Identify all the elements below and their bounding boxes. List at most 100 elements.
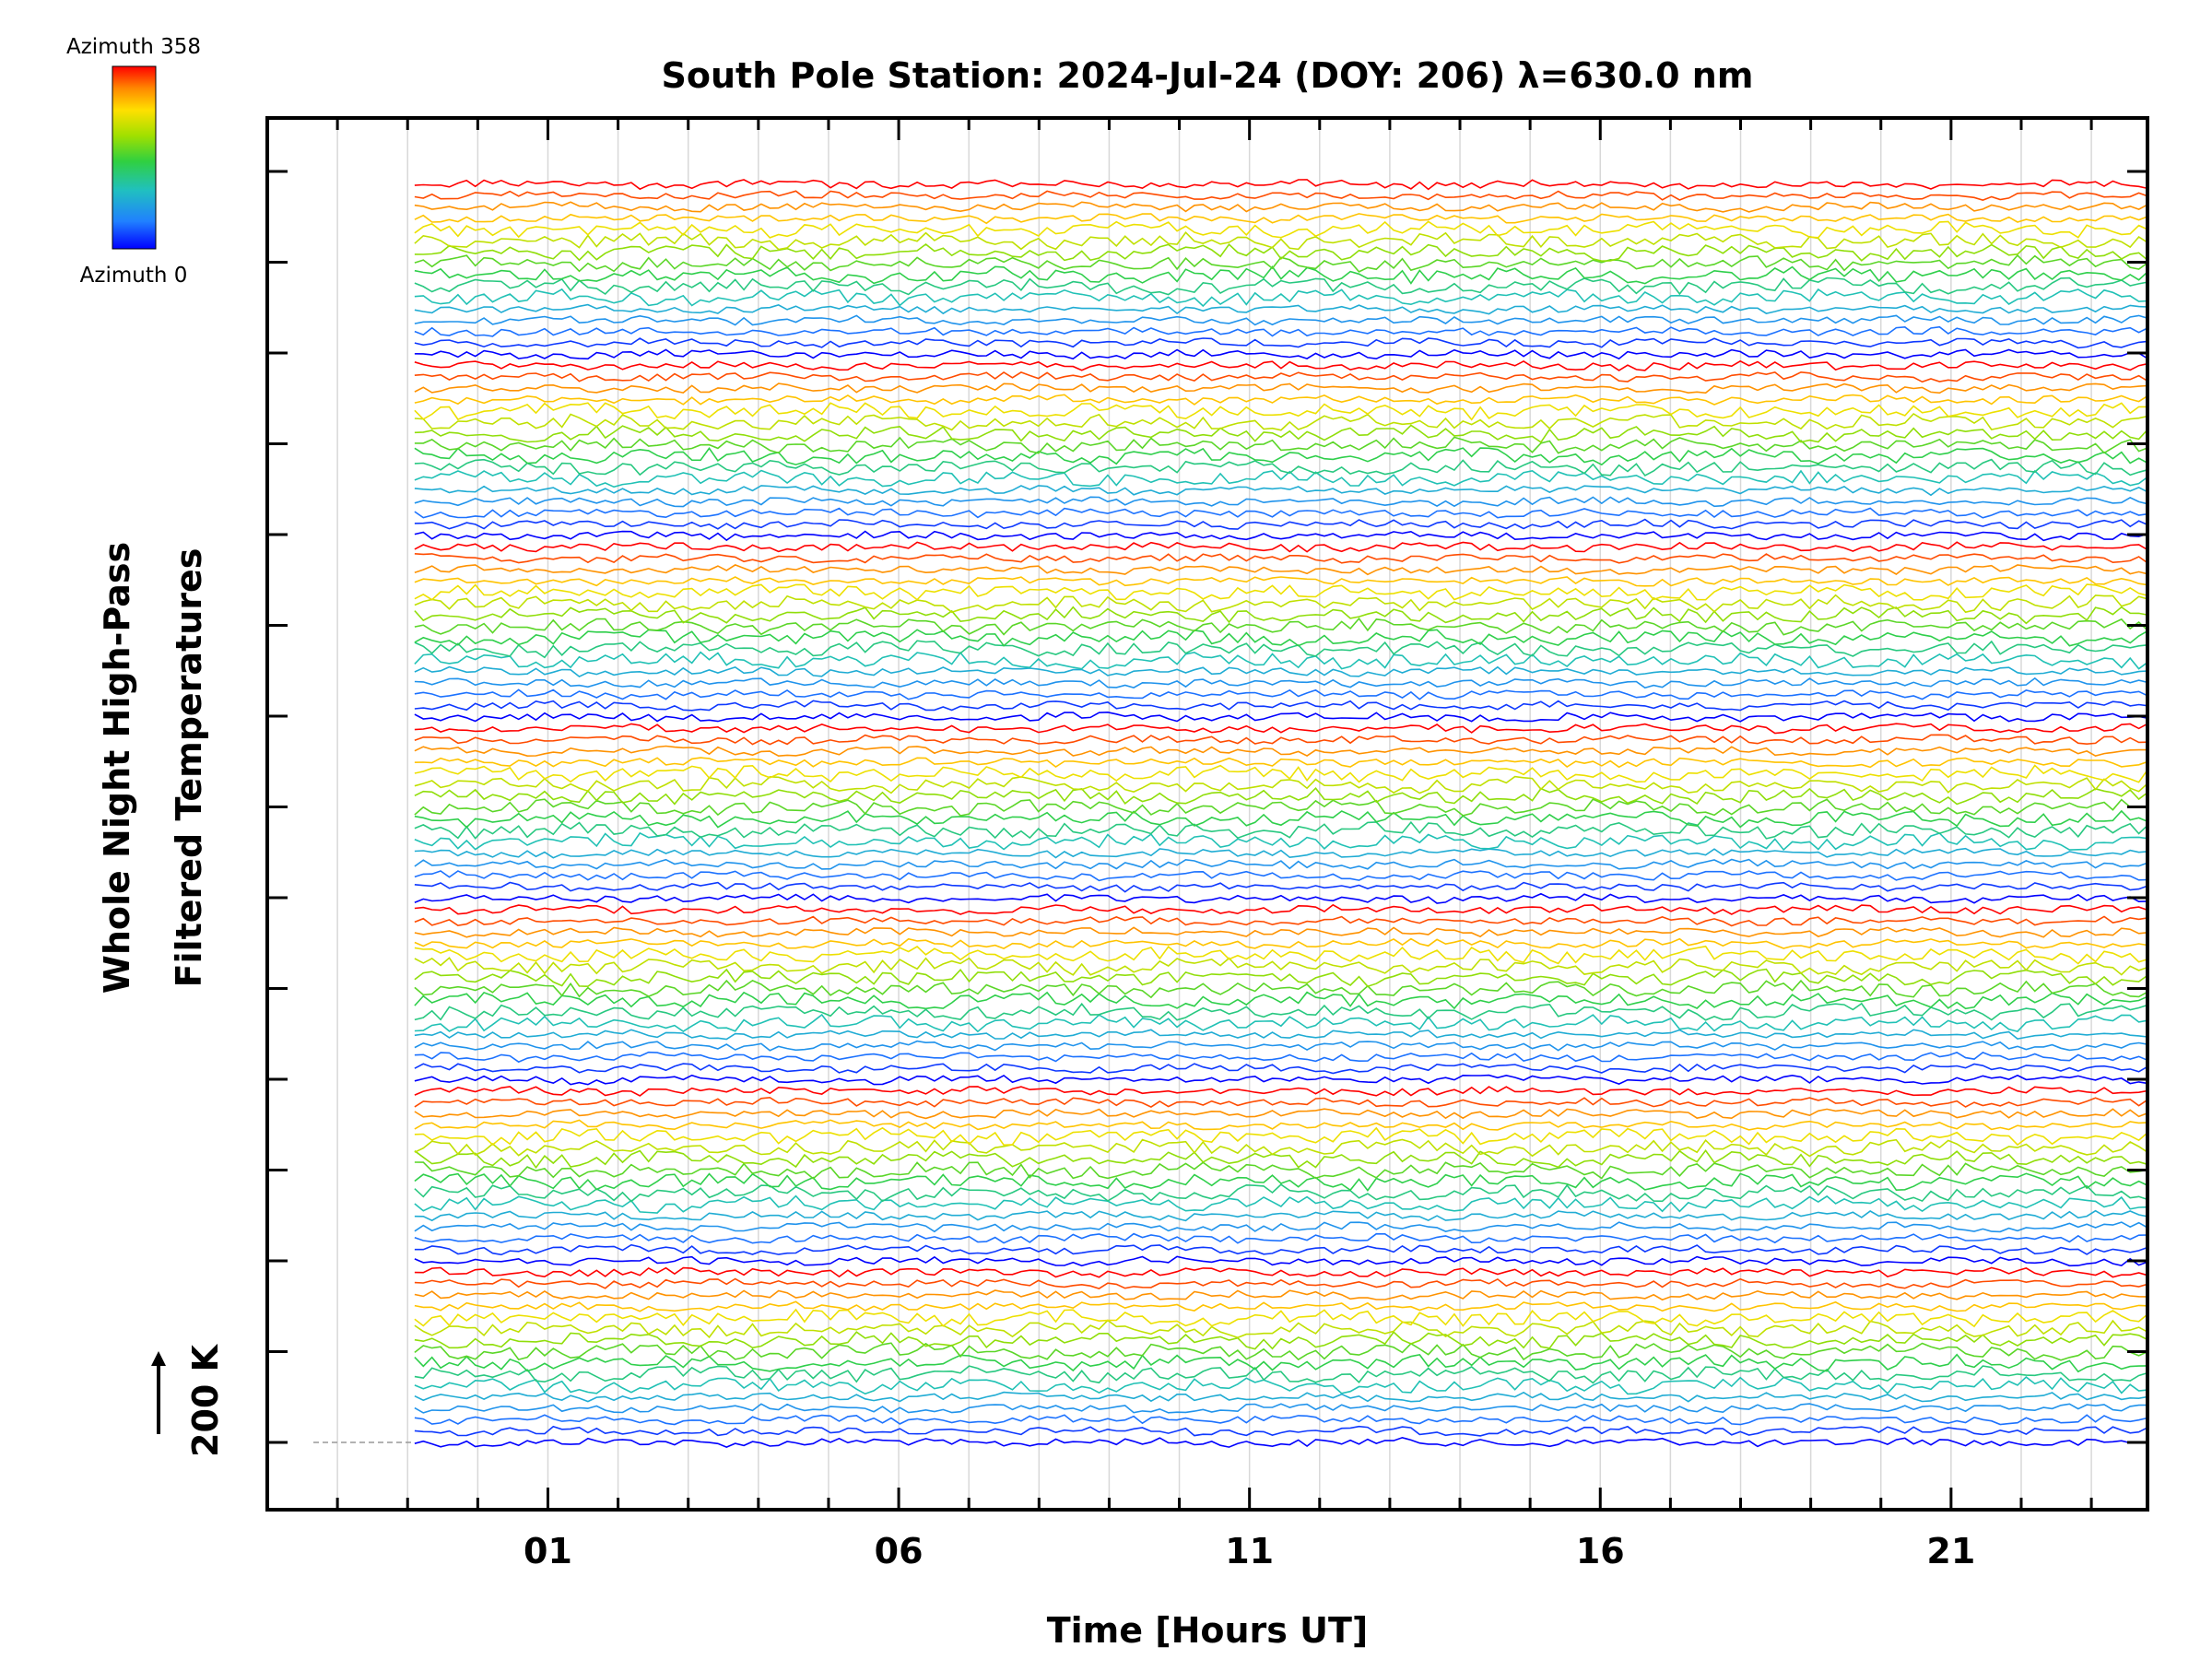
series-line [414, 1319, 2148, 1339]
series-line [414, 1119, 2148, 1131]
series-line [414, 325, 2148, 337]
series-line [414, 1161, 2148, 1180]
series-line [414, 1414, 2148, 1426]
series-line [414, 606, 2148, 625]
series-line [414, 201, 2148, 213]
series-line [414, 1148, 2148, 1170]
series-line [414, 1074, 2148, 1086]
series-line [414, 798, 2148, 817]
series-line [414, 394, 2148, 406]
colorbar-bottom-label: Azimuth 0 [80, 264, 188, 288]
x-tick-label: 11 [1225, 1531, 1274, 1571]
series-line [414, 1403, 2148, 1414]
series-line [414, 820, 2148, 840]
x-tick-label: 06 [875, 1531, 924, 1571]
series-line [414, 1243, 2148, 1256]
series-line [414, 1436, 2148, 1448]
series-line [414, 617, 2148, 636]
series-line [414, 190, 2148, 201]
series-line [414, 337, 2148, 349]
series-line [414, 576, 2148, 587]
series-line [414, 870, 2148, 882]
series-line [414, 1308, 2148, 1328]
series-line [414, 541, 2148, 553]
series-line [414, 858, 2148, 870]
series-line [414, 469, 2148, 488]
series-line [414, 564, 2148, 576]
series-line [414, 583, 2148, 601]
series-line [414, 775, 2148, 794]
scale-arrow-head [151, 1351, 166, 1366]
x-tick-labels: 01 06 11 16 21 [524, 1531, 1975, 1571]
series-line [414, 757, 2148, 769]
series-line [414, 1353, 2148, 1373]
series-line [414, 1376, 2148, 1395]
series-line [414, 1425, 2148, 1437]
series-line [414, 348, 2148, 360]
series-line [414, 723, 2148, 735]
series-line [414, 1172, 2148, 1192]
colorbar-top-label: Azimuth 358 [66, 35, 201, 59]
series-line [414, 677, 2148, 689]
x-tick-label: 16 [1576, 1531, 1625, 1571]
series-line [414, 436, 2148, 454]
series-line [414, 1232, 2148, 1244]
series-line [414, 1209, 2148, 1222]
y-axis-label-line2: Filtered Temperatures [169, 548, 209, 988]
series-line [414, 1051, 2148, 1064]
x-tick-label: 01 [524, 1531, 572, 1571]
series-line [414, 382, 2148, 394]
series-line [414, 688, 2148, 700]
series-line [414, 1096, 2148, 1109]
series-line [414, 700, 2148, 712]
series-line [414, 1194, 2148, 1214]
series-line [414, 881, 2148, 893]
series-line [414, 979, 2148, 999]
series-line [414, 629, 2148, 647]
series-line [414, 903, 2148, 915]
series-line [414, 314, 2148, 326]
series-line [414, 253, 2148, 273]
series-line [414, 213, 2148, 225]
series-line [414, 926, 2148, 938]
series-line [414, 288, 2148, 308]
series-line [414, 809, 2148, 829]
series-line [414, 518, 2148, 530]
series-line [414, 1342, 2148, 1361]
x-axis-label: Time [Hours UT] [1047, 1610, 1369, 1651]
series-line [414, 745, 2147, 758]
series-line [414, 303, 2148, 315]
axis-ticks [267, 118, 2147, 1510]
series-line [414, 424, 2148, 443]
series-line [414, 1126, 2148, 1147]
series-line [414, 359, 2148, 371]
series-line [414, 787, 2148, 806]
grid-lines [313, 118, 2092, 1510]
series-line [414, 458, 2148, 477]
colorbar [112, 65, 157, 250]
series-line [414, 1289, 2148, 1301]
series-line [414, 402, 2147, 421]
series-line [414, 371, 2148, 383]
series-line [414, 230, 2148, 251]
series-line [414, 1266, 2148, 1278]
series-line [414, 1391, 2148, 1403]
series-line [414, 1221, 2148, 1233]
series-line [414, 945, 2148, 965]
y-axis-label-line1: Whole Night High-Pass [97, 542, 137, 994]
series-line [414, 1331, 2148, 1350]
series-line [414, 711, 2148, 723]
x-tick-label: 21 [1926, 1531, 1975, 1571]
series-line [414, 1040, 2148, 1052]
series-line [414, 594, 2148, 614]
series-line [414, 640, 2148, 659]
series-line [414, 1108, 2148, 1120]
series-line [414, 447, 2148, 466]
series-line [414, 892, 2148, 904]
series-line [414, 915, 2148, 927]
series-line [414, 957, 2148, 976]
series-line [414, 734, 2148, 746]
series-line [414, 847, 2148, 859]
series-line [414, 1029, 2148, 1041]
